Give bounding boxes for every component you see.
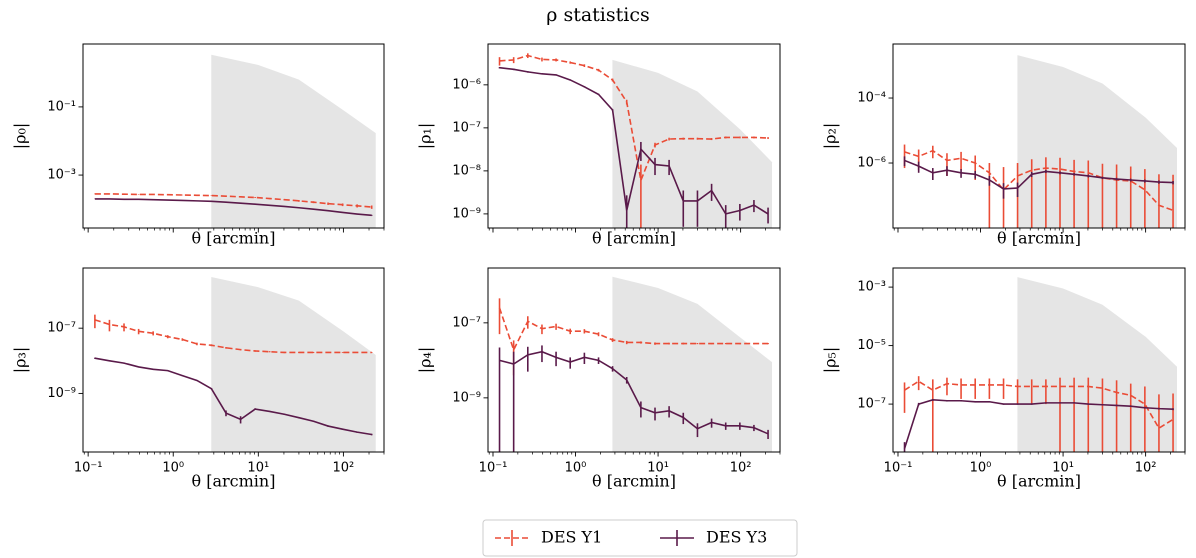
y-tick-label: 10⁻⁶ <box>452 77 481 92</box>
series-line <box>94 319 372 354</box>
panel: 10⁻⁴ 10⁻⁶ θ [arcmin] |ρ₂| <box>821 43 1186 248</box>
plot-area <box>94 54 376 228</box>
panel: 10⁻¹ 10⁰ 10¹ 10² 10⁻⁷ 10⁻⁹ θ [arcmin] |ρ₃| <box>11 267 385 491</box>
x-tick-label: 10¹ <box>647 461 669 476</box>
series-line <box>499 66 769 215</box>
series-line <box>904 149 1174 212</box>
panel: 10⁻¹ 10⁰ 10¹ 10² 10⁻³ 10⁻⁵ 10⁻⁷ θ [arcmin] |ρ₅| <box>821 267 1186 491</box>
x-axis-label: θ [arcmin] <box>997 472 1081 491</box>
y-axis-label: |ρ₂| <box>821 123 840 150</box>
y-tick-label: 10⁻⁸ <box>452 163 481 178</box>
legend-frame <box>482 519 798 557</box>
y-axis-label: |ρ₄| <box>416 347 435 374</box>
axes-frame <box>82 43 385 229</box>
plot-area <box>903 55 1178 228</box>
x-tick-label: 10⁻¹ <box>74 461 103 476</box>
series-line <box>904 380 1174 430</box>
y-tick-label: 10⁻⁹ <box>452 390 481 405</box>
y-tick-label: 10⁻⁷ <box>452 315 481 330</box>
x-axis-label: θ [arcmin] <box>997 229 1081 248</box>
shaded-region <box>612 276 773 452</box>
x-tick-label: 10¹ <box>247 461 269 476</box>
y-axis-label: |ρ₃| <box>11 347 30 374</box>
series-line <box>94 193 372 208</box>
x-tick-label: 10¹ <box>1052 461 1074 476</box>
x-tick-label: 10⁻¹ <box>479 461 508 476</box>
figure-title: ρ statistics <box>546 4 650 26</box>
legend-label: DES Y1 <box>541 528 602 547</box>
shaded-region <box>211 277 376 452</box>
y-tick-label: 10⁻⁷ <box>857 397 886 412</box>
axes-frame <box>487 43 781 229</box>
x-tick-label: 10² <box>1135 461 1157 476</box>
x-axis-label: θ [arcmin] <box>592 472 676 491</box>
shaded-region <box>211 54 376 228</box>
axes-frame <box>487 267 781 453</box>
y-tick-label: 10⁻³ <box>857 280 886 295</box>
y-tick-label: 10⁻⁷ <box>47 321 76 336</box>
series-line <box>904 159 1174 190</box>
x-tick-label: 10⁰ <box>162 461 184 476</box>
panel: 10⁻¹ 10⁻³ θ [arcmin] |ρ₀| <box>11 43 385 248</box>
y-axis-label: |ρ₁| <box>416 123 435 150</box>
plot-area <box>903 277 1178 452</box>
x-axis-label: θ [arcmin] <box>192 472 276 491</box>
y-tick-label: 10⁻³ <box>47 168 76 183</box>
axes-frame <box>892 267 1186 453</box>
y-tick-label: 10⁻⁶ <box>857 156 886 171</box>
y-tick-label: 10⁻⁷ <box>452 120 481 135</box>
series-line <box>499 54 769 184</box>
x-axis-label: θ [arcmin] <box>192 229 276 248</box>
legend-label: DES Y3 <box>706 528 767 547</box>
axes-frame <box>82 267 385 453</box>
panel: 10⁻¹ 10⁰ 10¹ 10² 10⁻⁷ 10⁻⁹ θ [arcmin] |ρ₄| <box>416 267 781 491</box>
series-line <box>499 350 769 435</box>
y-axis-label: |ρ₅| <box>821 347 840 374</box>
y-tick-label: 10⁻⁹ <box>47 386 76 401</box>
x-axis-label: θ [arcmin] <box>592 229 676 248</box>
axes-frame <box>892 43 1186 229</box>
series-line <box>498 307 769 352</box>
y-tick-label: 10⁻⁹ <box>452 206 481 221</box>
plot-area <box>94 277 376 452</box>
x-tick-label: 10² <box>333 461 355 476</box>
y-tick-label: 10⁻¹ <box>47 99 76 114</box>
y-axis-label: |ρ₀| <box>11 123 30 150</box>
plot-area <box>498 53 773 228</box>
legend: DES Y1 DES Y3 <box>482 519 798 557</box>
shaded-region <box>1017 277 1178 452</box>
y-tick-label: 10⁻⁵ <box>857 338 886 353</box>
plot-area <box>498 276 773 452</box>
panel: 10⁻⁶ 10⁻⁷ 10⁻⁸ 10⁻⁹ θ [arcmin] |ρ₁| <box>416 43 781 248</box>
x-tick-label: 10² <box>730 461 752 476</box>
series-line <box>94 198 372 217</box>
shaded-region <box>1017 55 1178 228</box>
shaded-region <box>612 59 773 228</box>
x-tick-label: 10⁰ <box>565 461 587 476</box>
x-tick-label: 10⁻¹ <box>884 461 913 476</box>
x-tick-label: 10⁰ <box>970 461 992 476</box>
y-tick-label: 10⁻⁴ <box>857 91 886 106</box>
series-line <box>903 399 1174 449</box>
series-line <box>94 357 372 436</box>
